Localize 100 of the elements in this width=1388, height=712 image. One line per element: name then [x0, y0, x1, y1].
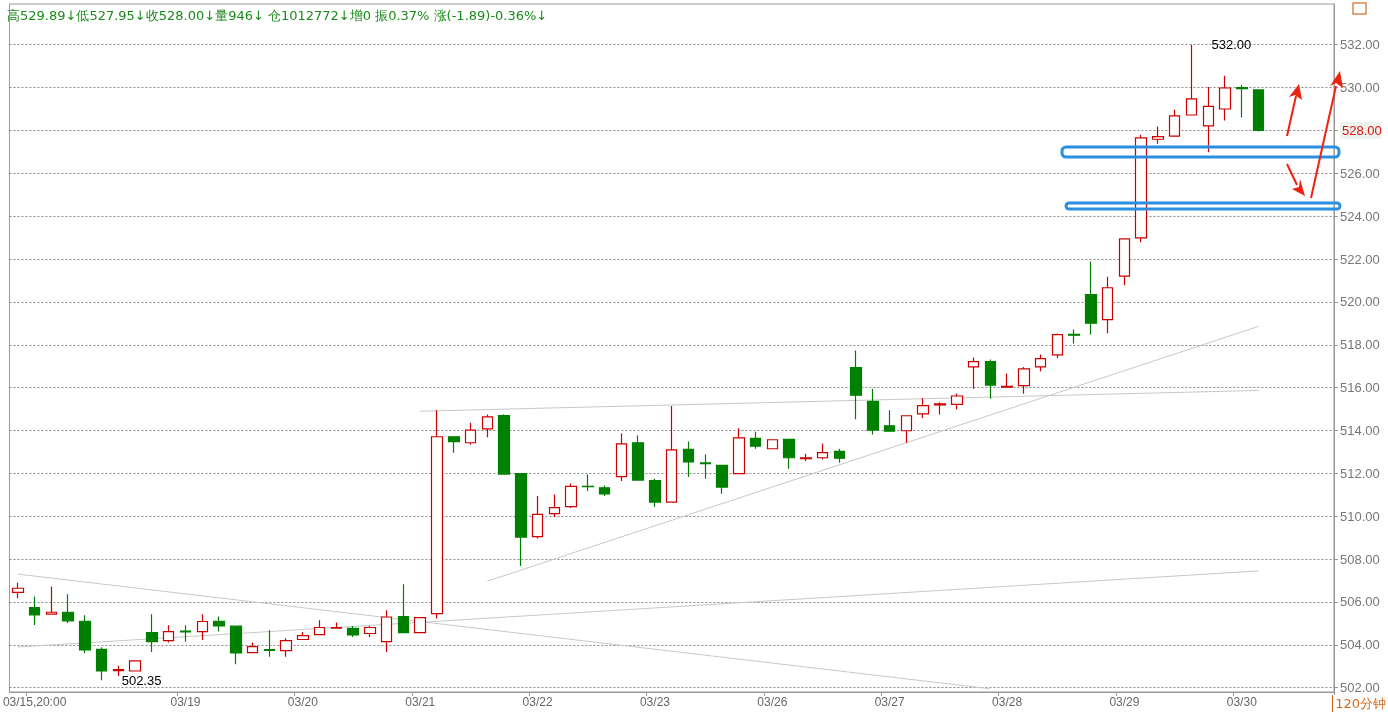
candlestick — [514, 473, 528, 567]
y-tick-label: 524.00 — [1340, 208, 1380, 224]
candlestick — [598, 484, 611, 497]
candlestick — [766, 439, 779, 450]
candlestick — [581, 473, 595, 492]
y-tick-label: 522.00 — [1340, 251, 1380, 267]
candlestick — [564, 482, 578, 509]
x-tick-label: 03/28 — [992, 695, 1023, 709]
x-tick-label: 03/21 — [405, 695, 436, 709]
candlestick — [799, 453, 813, 462]
candlestick — [950, 392, 964, 411]
candlestick — [212, 615, 226, 633]
candlestick — [1101, 276, 1114, 334]
candlestick — [615, 432, 628, 482]
candlestick — [699, 453, 712, 480]
candlestick — [900, 415, 913, 444]
candlestick — [229, 625, 243, 665]
candlestick — [279, 637, 293, 658]
candlestick — [78, 614, 92, 654]
candlestick — [179, 624, 192, 643]
candlestick — [346, 625, 360, 638]
candlestick — [531, 495, 544, 540]
candlestick — [665, 405, 678, 503]
y-tick-label: 506.00 — [1340, 594, 1380, 610]
candlestick — [430, 409, 444, 620]
x-tick-label: 03/30 — [1226, 695, 1258, 709]
candlestick — [1000, 372, 1014, 388]
y-tick-label: 516.00 — [1340, 380, 1380, 396]
candlestick — [296, 631, 310, 641]
x-tick-label: 03/26 — [757, 695, 788, 709]
candlestick — [1168, 109, 1181, 137]
chart-title: 高529.89↓低527.95↓收528.00↓量946↓ 仓1012772↓增0 振0.37% 涨(-1.89)-0.36%↓ — [7, 8, 548, 23]
candlestick — [1051, 332, 1064, 359]
candlestick — [849, 349, 863, 420]
candlestick — [732, 427, 746, 475]
y-tick-label: 520.00 — [1340, 294, 1380, 310]
candlestick — [464, 422, 477, 446]
y-tick-label: 502.00 — [1340, 680, 1380, 696]
candlestick — [313, 619, 326, 636]
candlestick — [782, 438, 796, 470]
candlestick — [363, 625, 377, 638]
candlestick — [715, 464, 729, 495]
candlestick — [1084, 261, 1098, 336]
y-tick-label: 530.00 — [1340, 80, 1380, 96]
y-tick-label: 532.00 — [1340, 37, 1380, 53]
x-tick-label: 03/29 — [1109, 695, 1140, 709]
y-tick-label: 510.00 — [1340, 508, 1380, 524]
candlestick — [1017, 366, 1031, 395]
candlestick — [61, 593, 75, 624]
candlestick — [1034, 353, 1047, 372]
y-tick-label: 512.00 — [1340, 465, 1380, 481]
text: 120分钟 — [1332, 695, 1388, 712]
y-tick-label: 504.00 — [1340, 637, 1380, 653]
y-tick-label: 518.00 — [1340, 337, 1380, 353]
x-tick-label: 03/20 — [287, 695, 319, 709]
x-tick-label: 03/27 — [874, 695, 906, 709]
candlestick — [984, 358, 997, 400]
candlestick — [1151, 125, 1165, 145]
candlestick — [749, 431, 762, 450]
candlestick — [883, 409, 896, 432]
candlestick — [548, 493, 561, 518]
candlestick — [246, 641, 259, 654]
candlestick — [447, 436, 461, 454]
candlestick — [380, 609, 393, 653]
candlestick — [933, 401, 947, 416]
x-tick-label: 03/19 — [170, 695, 201, 709]
candlestick — [1185, 44, 1198, 116]
candlestick — [648, 478, 662, 508]
candlestick — [397, 583, 410, 634]
candlestick — [833, 448, 846, 464]
candlestick — [145, 613, 159, 653]
y-tick-label: 508.00 — [1340, 551, 1380, 567]
candlestick — [631, 434, 645, 481]
candlestick — [1218, 75, 1232, 121]
candlestick — [1118, 238, 1131, 286]
candlestick — [497, 413, 511, 475]
annotation: 532.00 — [1211, 37, 1252, 53]
candlestick — [45, 585, 58, 615]
candlestick — [1067, 328, 1081, 345]
candlestick — [28, 596, 41, 626]
candlestick — [112, 665, 125, 677]
candlestick — [816, 442, 829, 461]
candlestick — [967, 356, 980, 390]
candlestick — [1252, 89, 1265, 133]
x-tick-label: 03/15,20:00 — [2, 695, 67, 709]
candlestick — [162, 624, 175, 644]
candlestick — [682, 440, 695, 478]
y-tick-label: 514.00 — [1340, 423, 1380, 439]
candlestick — [263, 629, 276, 658]
candlestick — [95, 646, 108, 681]
x-tick-label: 03/23 — [639, 695, 671, 709]
y-tick-label: 526.00 — [1340, 165, 1380, 181]
candlestick — [128, 660, 142, 672]
annotation: 502.35 — [121, 672, 162, 688]
y-tick-label: 528.00 — [1342, 122, 1382, 138]
candlestick — [1235, 84, 1249, 118]
candlestick — [196, 613, 209, 641]
candlestick — [481, 413, 494, 438]
candlestick — [11, 582, 25, 599]
candlestick — [1202, 86, 1215, 153]
